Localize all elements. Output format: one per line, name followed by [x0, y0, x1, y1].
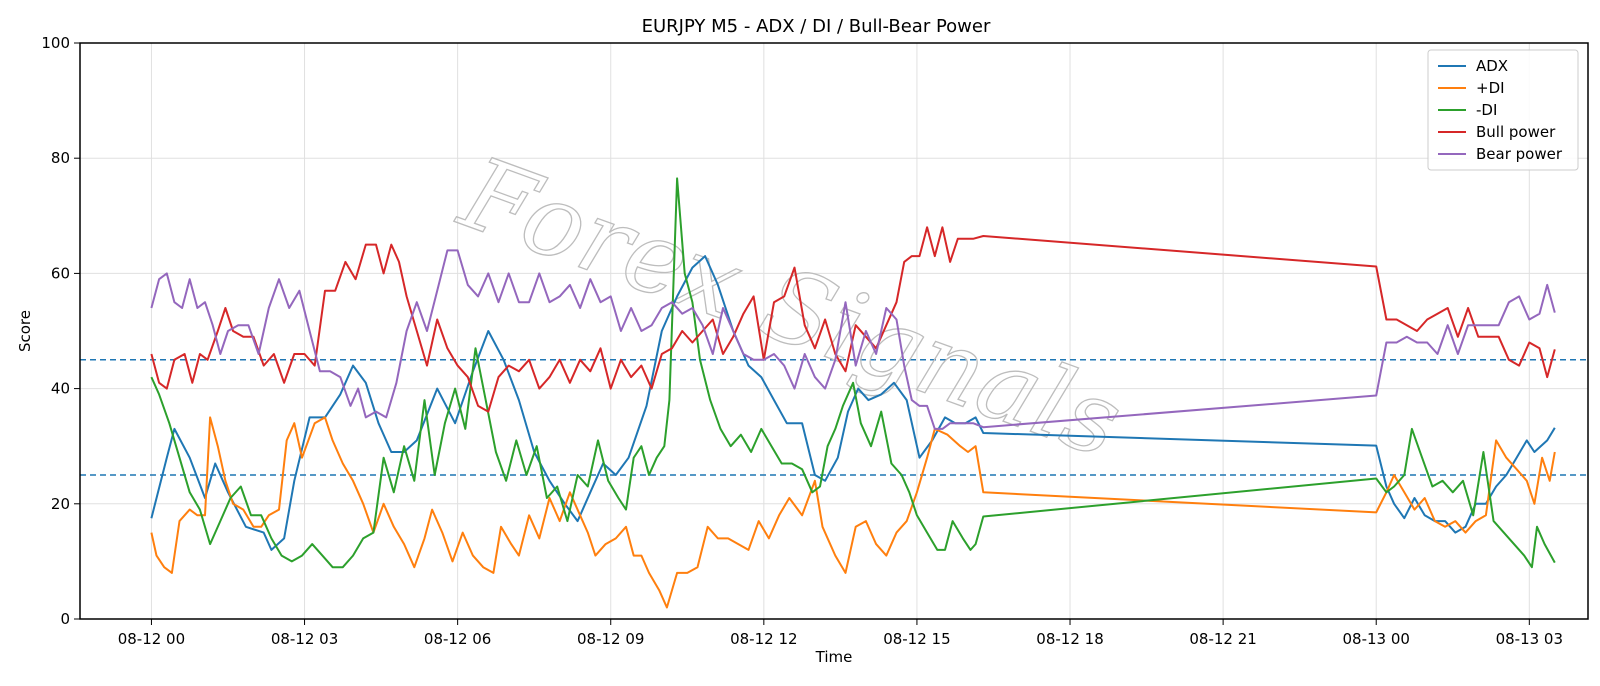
series-line--di [150, 177, 1556, 569]
legend-label: +DI [1476, 79, 1505, 97]
x-tick-label: 08-12 06 [424, 630, 491, 648]
y-axis-title: Score [16, 310, 34, 352]
y-tick-label: 0 [60, 610, 70, 628]
x-tick-label: 08-12 18 [1036, 630, 1103, 648]
x-tick-label: 08-12 00 [118, 630, 185, 648]
legend-label: -DI [1476, 101, 1497, 119]
series-line-bull-power [150, 226, 1556, 413]
x-tick-label: 08-12 21 [1189, 630, 1256, 648]
x-tick-label: 08-12 09 [577, 630, 644, 648]
y-tick-label: 60 [51, 264, 70, 282]
y-tick-label: 100 [41, 34, 70, 52]
legend-label: Bull power [1476, 123, 1556, 141]
legend-label: Bear power [1476, 145, 1563, 163]
grid [80, 42, 1588, 620]
series-lines [150, 177, 1556, 609]
y-tick-label: 20 [51, 495, 70, 513]
x-tick-label: 08-12 12 [730, 630, 797, 648]
x-axis-title: Time [815, 648, 853, 666]
x-tick-label: 08-12 03 [271, 630, 338, 648]
x-tick-label: 08-13 00 [1342, 630, 1409, 648]
x-tick-label: 08-12 15 [883, 630, 950, 648]
plot-frame [79, 42, 1589, 620]
series-line-adx [150, 255, 1556, 551]
y-axis: 0 20 40 60 80 100 [41, 34, 80, 628]
x-tick-label: 08-13 03 [1496, 630, 1563, 648]
y-tick-label: 40 [51, 380, 70, 398]
x-axis: 08-12 00 08-12 03 08-12 06 08-12 09 08-12 12… [118, 619, 1563, 648]
reference-lines [80, 359, 1588, 476]
y-tick-label: 80 [51, 149, 70, 167]
legend: ADX +DI -DI Bull power Bear power [1427, 49, 1579, 171]
series-line-bear-power [150, 249, 1556, 430]
legend-label: ADX [1476, 57, 1508, 75]
legend-box [1427, 49, 1579, 171]
chart-title: EURJPY M5 - ADX / DI / Bull-Bear Power [642, 16, 991, 37]
